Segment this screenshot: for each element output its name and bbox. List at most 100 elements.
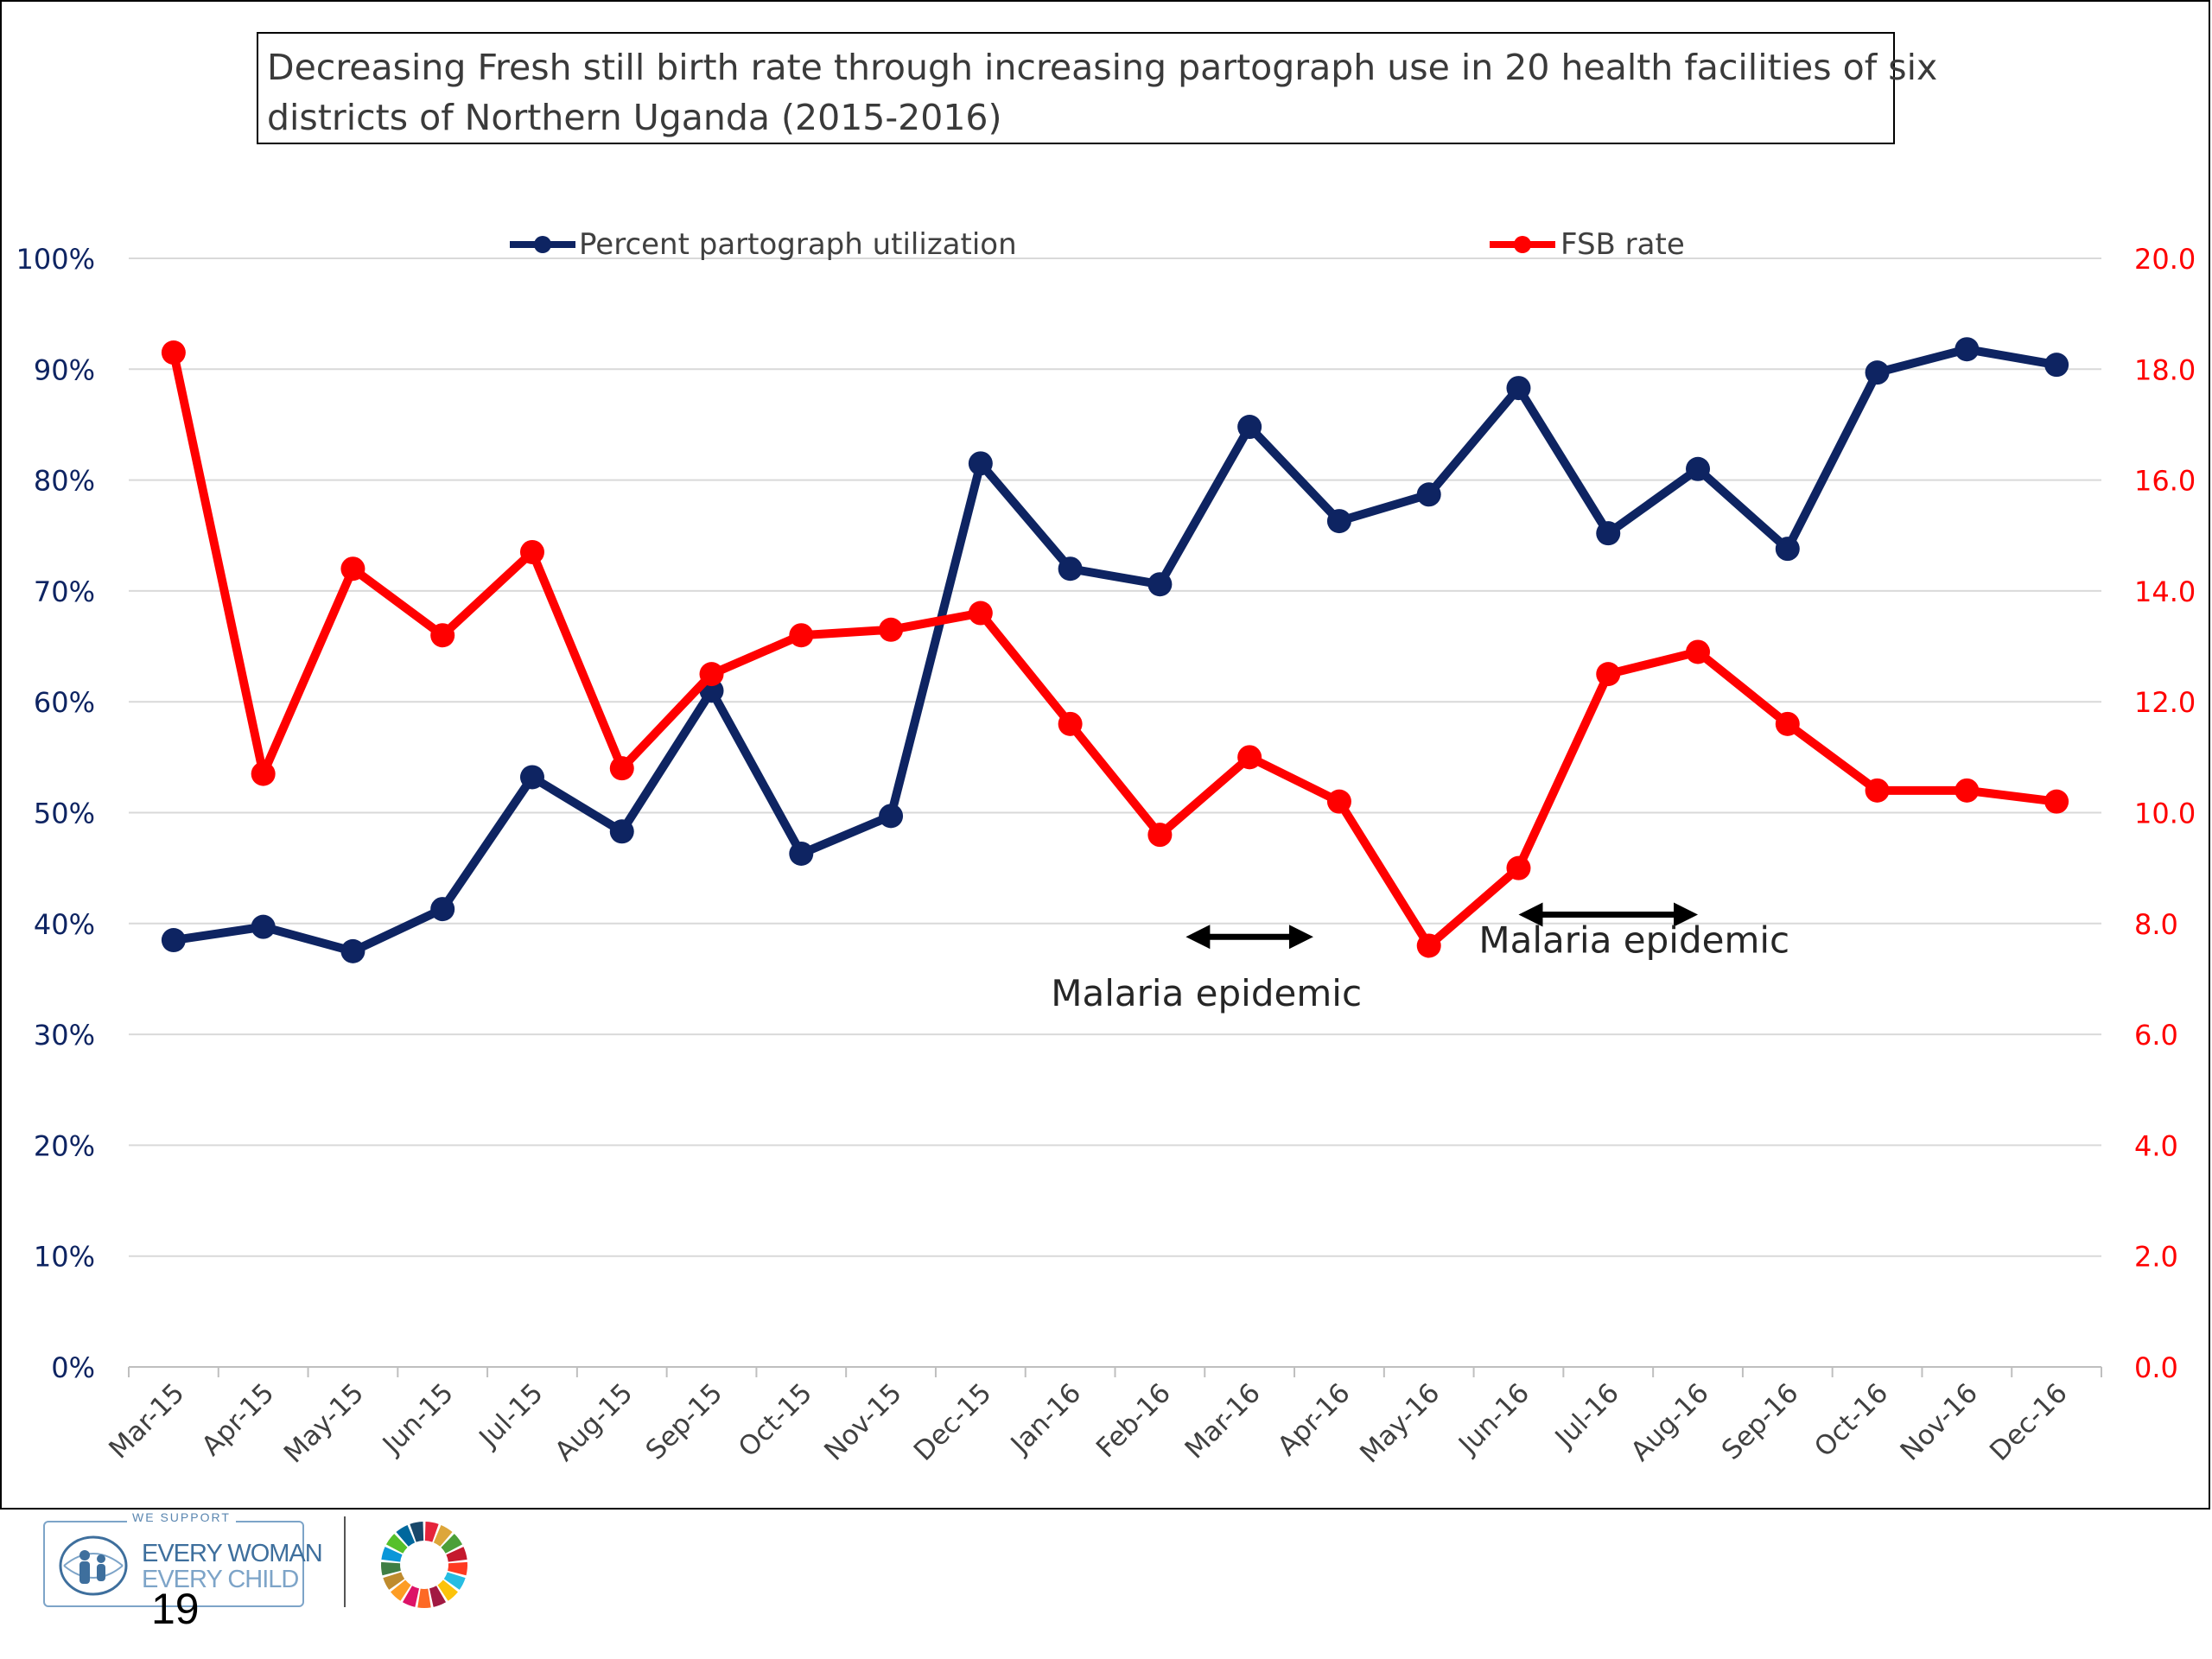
series-1-point xyxy=(789,841,814,866)
series-1-point xyxy=(2044,353,2069,378)
series-1-point xyxy=(1506,376,1531,401)
series-2-point xyxy=(879,617,904,642)
footer-divider xyxy=(344,1516,346,1607)
legend-swatch-marker xyxy=(1514,236,1531,253)
series-2-point xyxy=(1147,823,1173,848)
x-tick-label: Jun-15 xyxy=(376,1377,460,1461)
logo-line-1: EVERY WOMAN xyxy=(142,1540,323,1567)
y-left-tick-label: 60% xyxy=(34,686,95,719)
series-2-point xyxy=(519,539,544,564)
series-1-point xyxy=(1237,415,1262,440)
series-1-point xyxy=(1865,360,1890,385)
y-right-tick-label: 2.0 xyxy=(2134,1241,2178,1274)
series-2-point xyxy=(430,623,455,648)
series-1-point xyxy=(879,804,904,829)
x-tick-label: Aug-15 xyxy=(549,1377,639,1467)
y-right-tick-label: 12.0 xyxy=(2134,686,2196,719)
sdg-wheel-segment xyxy=(433,1524,453,1547)
x-tick-label: Jul-16 xyxy=(1548,1377,1625,1454)
sdg-wheel-segment xyxy=(441,1534,463,1554)
sdg-wheel-segment xyxy=(383,1572,405,1590)
x-tick-label: May-16 xyxy=(1354,1377,1446,1469)
series-1-point xyxy=(1596,521,1621,546)
annotation-label: Malaria epidemic xyxy=(1478,919,1789,962)
series-2-point xyxy=(161,340,186,365)
series-1-point xyxy=(1416,482,1441,507)
y-left-tick-label: 80% xyxy=(34,465,95,498)
sdg-wheel-segment xyxy=(443,1572,466,1590)
series-line-1 xyxy=(168,345,2062,956)
series-1-point xyxy=(968,451,993,476)
legend-swatch-marker xyxy=(534,236,551,253)
logo-line-2: EVERY CHILD xyxy=(142,1566,299,1593)
x-tick-label: Sep-16 xyxy=(1716,1377,1805,1466)
series-2-point xyxy=(251,761,276,786)
sdg-wheel-segment xyxy=(429,1586,447,1607)
x-tick-label: Oct-15 xyxy=(733,1377,818,1463)
series-2-point xyxy=(340,556,365,582)
globe-family-icon xyxy=(59,1535,128,1596)
sdg-wheel-icon xyxy=(381,1522,467,1608)
chart-title: Decreasing Fresh still birth rate throug… xyxy=(257,32,1938,144)
legend-label: Percent partograph utilization xyxy=(579,227,1017,262)
annotation-arrow-1 xyxy=(1185,925,1313,950)
series-2-point xyxy=(699,662,724,687)
series-2-point xyxy=(609,756,634,781)
x-tick-label: Oct-16 xyxy=(1808,1377,1894,1463)
y-left-tick-label: 70% xyxy=(34,575,95,608)
sdg-wheel-segment xyxy=(396,1524,416,1547)
sdg-wheel-segment xyxy=(381,1561,401,1576)
series-2-point xyxy=(2044,789,2069,814)
chart-title-line-1: Decreasing Fresh still birth rate throug… xyxy=(267,47,1938,88)
y-left-tick-label: 50% xyxy=(34,798,95,830)
x-tick-label: Sep-15 xyxy=(640,1377,729,1466)
y-right-tick-label: 10.0 xyxy=(2134,798,2196,830)
y-right-tick-label: 4.0 xyxy=(2134,1129,2178,1162)
sdg-wheel-segment xyxy=(448,1561,467,1576)
annotation-label: Malaria epidemic xyxy=(1051,972,1362,1014)
arrow-head-left-icon xyxy=(1185,925,1211,950)
every-woman-every-child-logo: WE SUPPORT EVERY WOMAN EVERY CHILD xyxy=(43,1510,323,1607)
x-tick-label: Nov-15 xyxy=(818,1377,907,1466)
series-1-point xyxy=(161,928,186,953)
y-right-tick-label: 8.0 xyxy=(2134,908,2178,941)
x-tick-label: Jan-16 xyxy=(1004,1377,1087,1460)
series-2-point xyxy=(1596,662,1621,687)
y-left-tick-label: 100% xyxy=(16,243,95,276)
y-left-tick-label: 40% xyxy=(34,908,95,941)
series-2-point xyxy=(1058,711,1083,736)
x-tick-label: May-15 xyxy=(278,1377,370,1469)
legend-label: FSB rate xyxy=(1560,227,1685,262)
series-1-point xyxy=(340,938,365,963)
series-2-point xyxy=(789,623,814,648)
series-2-point xyxy=(1865,778,1890,803)
series-2-point xyxy=(1237,745,1262,770)
series-1-point xyxy=(1326,509,1351,534)
sdg-wheel-segment xyxy=(391,1580,411,1601)
series-1-point xyxy=(1775,537,1800,562)
sdg-wheel-segment xyxy=(381,1547,403,1562)
y-left-tick-label: 90% xyxy=(34,353,95,386)
series-1-point xyxy=(609,819,634,844)
y-right-tick-label: 18.0 xyxy=(2134,353,2196,386)
series-2-point xyxy=(1686,639,1711,664)
y-right-tick-label: 6.0 xyxy=(2134,1019,2178,1052)
y-right-tick-label: 14.0 xyxy=(2134,575,2196,608)
series-2-point xyxy=(1775,711,1800,736)
series-2-point xyxy=(1326,789,1351,814)
series-2-point xyxy=(968,601,993,626)
logo-tagline: WE SUPPORT xyxy=(127,1510,236,1524)
y-right-tick-label: 20.0 xyxy=(2134,243,2196,276)
x-tick-label: Apr-15 xyxy=(196,1377,281,1462)
slide-footer xyxy=(0,1510,2212,1659)
x-tick-label: Aug-16 xyxy=(1625,1377,1715,1467)
sdg-wheel-segment xyxy=(385,1534,408,1554)
x-tick-label: Dec-15 xyxy=(908,1377,998,1467)
x-tick-label: Feb-16 xyxy=(1090,1377,1177,1464)
arrow-head-left-icon xyxy=(1518,902,1543,927)
x-tick-label: Jun-16 xyxy=(1452,1377,1535,1461)
x-tick-label: Mar-15 xyxy=(103,1377,190,1465)
series-1-point xyxy=(1686,456,1711,481)
sdg-wheel-segment xyxy=(446,1547,467,1562)
series-1-point xyxy=(1955,337,1980,362)
